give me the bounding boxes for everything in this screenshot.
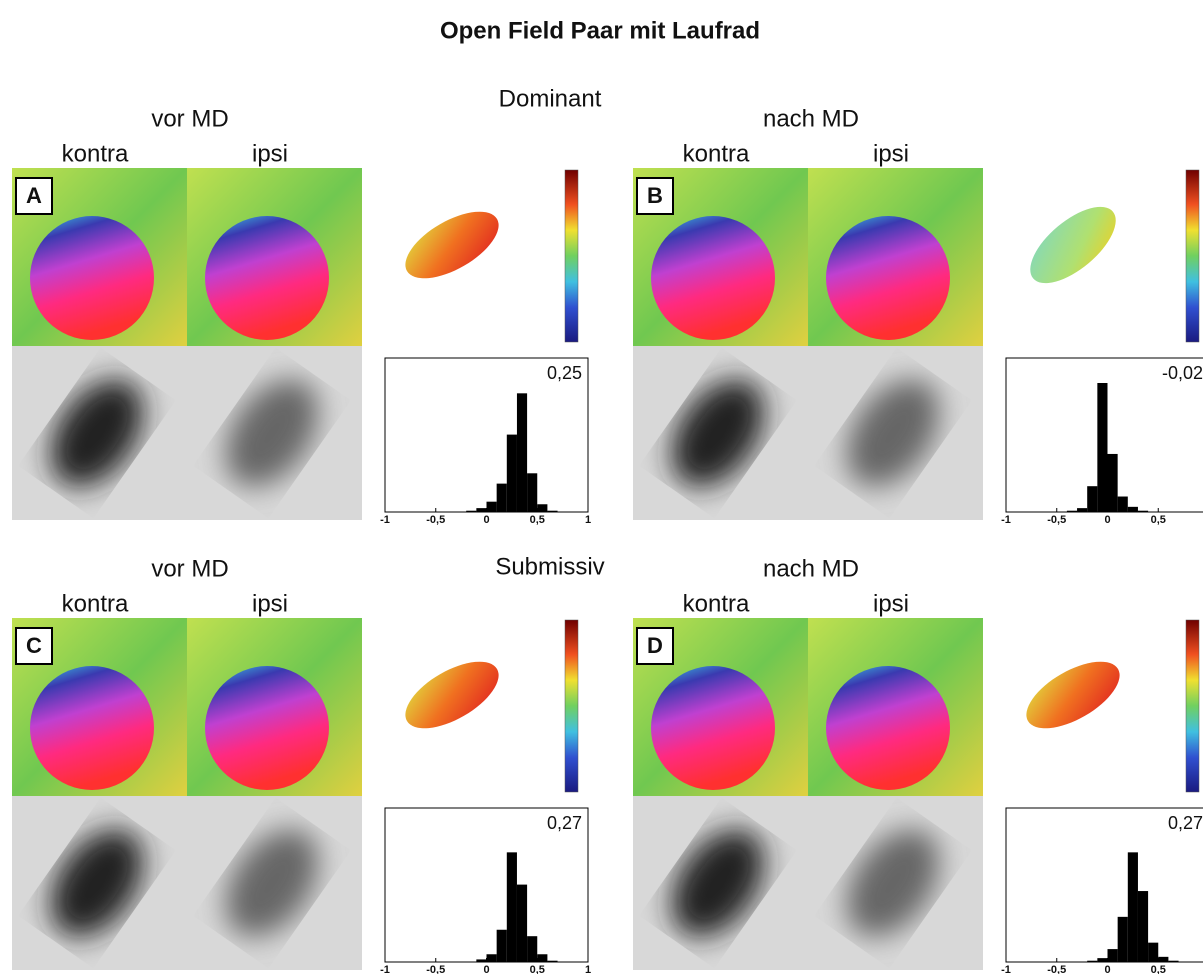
histogram-bar (527, 473, 537, 512)
histogram-bar (476, 959, 486, 962)
column-label: kontra (62, 140, 129, 167)
group-label: nach MD (763, 105, 859, 132)
histogram-bar (1108, 949, 1118, 962)
histogram-bar (497, 930, 507, 962)
histogram-bar (1138, 511, 1148, 512)
x-tick-label: 0 (1104, 514, 1110, 526)
histogram-bar (487, 502, 497, 512)
panel-label: D (647, 633, 663, 658)
colorbar (1186, 170, 1199, 342)
histogram-bar (1118, 917, 1128, 962)
colorbar (565, 170, 578, 342)
phase-region (205, 666, 329, 790)
x-tick-label: 0,5 (1151, 964, 1166, 974)
histogram-bar (517, 393, 527, 512)
histogram-bar (1077, 508, 1087, 512)
x-tick-label: -0,5 (1047, 514, 1066, 526)
od-blob (1016, 648, 1130, 742)
histogram-bar (547, 961, 557, 962)
histogram-bar (1067, 511, 1077, 512)
phase-region (826, 666, 950, 790)
phase-region (30, 666, 154, 790)
column-label: ipsi (252, 140, 288, 167)
od-blob (395, 198, 509, 292)
x-tick-label: -1 (380, 964, 390, 974)
title: Open Field Paar mit Laufrad (440, 17, 760, 44)
x-tick-label: 0,5 (530, 514, 545, 526)
x-tick-label: -1 (1001, 964, 1011, 974)
column-label: kontra (683, 140, 750, 167)
x-tick-label: -0,5 (1047, 964, 1066, 974)
histogram-bar (527, 936, 537, 962)
phase-region (651, 216, 775, 340)
x-tick-label: 0 (1104, 964, 1110, 974)
figure: Open Field Paar mit Laufrad Dominant Sub… (0, 0, 1203, 974)
colorbar (565, 620, 578, 792)
group-label: nach MD (763, 555, 859, 582)
histogram-bar (1158, 957, 1168, 962)
histogram-bar (1148, 943, 1158, 962)
histogram-bar (1087, 486, 1097, 512)
histogram-bar (1118, 497, 1128, 512)
panel-label: C (26, 633, 42, 658)
x-tick-label: 0 (483, 964, 489, 974)
column-label: kontra (62, 590, 129, 617)
colorbar (1186, 620, 1199, 792)
histogram-bar (1128, 852, 1138, 962)
x-tick-label: 0,5 (530, 964, 545, 974)
x-tick-label: 0,5 (1151, 514, 1166, 526)
histogram-bar (517, 885, 527, 962)
x-tick-label: -0,5 (426, 514, 445, 526)
column-label: kontra (683, 590, 750, 617)
phase-region (30, 216, 154, 340)
histogram-bar (547, 511, 557, 512)
histogram-bar (466, 511, 476, 512)
histogram-bar (476, 508, 486, 512)
stat-label: 0,25 (547, 363, 582, 383)
histogram-bar (537, 954, 547, 962)
phase-region (651, 666, 775, 790)
histogram-bar (1108, 454, 1118, 512)
section-label: Dominant (499, 85, 602, 112)
group-label: vor MD (151, 105, 228, 132)
section-label: Submissiv (495, 553, 604, 580)
column-label: ipsi (252, 590, 288, 617)
od-blob (1018, 193, 1129, 297)
histogram-bar (1097, 383, 1107, 512)
phase-region (205, 216, 329, 340)
histogram-bar (537, 504, 547, 512)
x-tick-label: 0 (483, 514, 489, 526)
column-label: ipsi (873, 140, 909, 167)
histogram-bar (1138, 891, 1148, 962)
stat-label: -0,02 (1162, 363, 1203, 383)
x-tick-label: 1 (585, 514, 591, 526)
histogram-bar (1128, 507, 1138, 512)
x-tick-label: -1 (1001, 514, 1011, 526)
od-blob (395, 648, 509, 742)
stat-label: 0,27 (1168, 813, 1203, 833)
column-label: ipsi (873, 590, 909, 617)
stat-label: 0,27 (547, 813, 582, 833)
histogram-bar (487, 954, 497, 962)
x-tick-label: 1 (585, 964, 591, 974)
histogram-bar (1168, 961, 1178, 962)
phase-region (826, 216, 950, 340)
histogram-bar (507, 852, 517, 962)
x-tick-label: -0,5 (426, 964, 445, 974)
panel-label: A (26, 183, 42, 208)
group-label: vor MD (151, 555, 228, 582)
panel-label: B (647, 183, 663, 208)
histogram-bar (497, 484, 507, 512)
x-tick-label: -1 (380, 514, 390, 526)
histogram-bar (507, 435, 517, 512)
histogram-bar (1087, 961, 1097, 962)
histogram-bar (1097, 958, 1107, 962)
